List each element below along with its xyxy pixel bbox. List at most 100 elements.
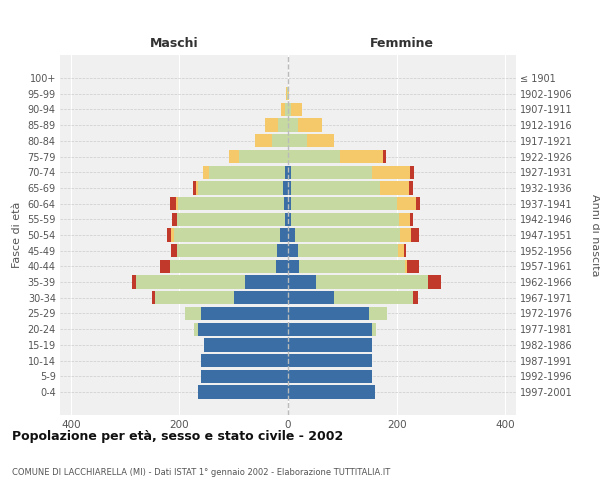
Bar: [201, 307, 288, 320]
Bar: [204, 338, 288, 351]
Bar: [288, 370, 372, 383]
Bar: [272, 134, 288, 147]
Bar: [288, 244, 298, 258]
Bar: [291, 166, 372, 179]
Bar: [199, 386, 288, 398]
Bar: [316, 276, 428, 289]
Bar: [298, 118, 322, 132]
Text: Femmine: Femmine: [370, 37, 434, 50]
Bar: [285, 103, 288, 116]
Bar: [277, 244, 288, 258]
Bar: [193, 181, 196, 194]
Bar: [201, 354, 288, 367]
Bar: [380, 181, 409, 194]
Text: COMUNE DI LACCHIARELLA (MI) - Dati ISTAT 1° gennaio 2002 - Elaborazione TUTTITAL: COMUNE DI LACCHIARELLA (MI) - Dati ISTAT…: [12, 468, 390, 477]
Bar: [281, 103, 285, 116]
Bar: [171, 228, 174, 241]
Bar: [265, 118, 278, 132]
Bar: [411, 228, 419, 241]
Bar: [172, 212, 177, 226]
Bar: [194, 322, 199, 336]
Bar: [245, 276, 288, 289]
Bar: [176, 197, 178, 210]
Bar: [177, 244, 277, 258]
Bar: [288, 134, 307, 147]
Bar: [174, 228, 280, 241]
Y-axis label: Anni di nascita: Anni di nascita: [590, 194, 600, 276]
Bar: [201, 370, 288, 383]
Bar: [160, 260, 170, 273]
Bar: [428, 276, 441, 289]
Bar: [170, 197, 176, 210]
Bar: [234, 291, 288, 304]
Bar: [288, 228, 295, 241]
Bar: [340, 150, 383, 163]
Bar: [196, 181, 199, 194]
Bar: [288, 386, 375, 398]
Bar: [291, 181, 380, 194]
Bar: [167, 228, 171, 241]
Bar: [288, 307, 370, 320]
Bar: [171, 244, 177, 258]
Bar: [307, 134, 334, 147]
Bar: [285, 212, 288, 226]
Bar: [299, 260, 405, 273]
Bar: [288, 150, 340, 163]
Bar: [199, 181, 283, 194]
Bar: [410, 166, 415, 179]
Bar: [372, 322, 376, 336]
Bar: [288, 338, 372, 351]
Bar: [398, 244, 404, 258]
Bar: [288, 181, 291, 194]
Bar: [405, 260, 407, 273]
Bar: [170, 260, 276, 273]
Bar: [291, 197, 397, 210]
Bar: [399, 212, 410, 226]
Bar: [288, 212, 291, 226]
Bar: [136, 276, 245, 289]
Bar: [209, 166, 285, 179]
Bar: [400, 228, 411, 241]
Bar: [199, 322, 288, 336]
Bar: [370, 307, 387, 320]
Bar: [288, 197, 291, 210]
Bar: [203, 166, 209, 179]
Bar: [288, 276, 316, 289]
Text: Popolazione per età, sesso e stato civile - 2002: Popolazione per età, sesso e stato civil…: [12, 430, 343, 443]
Bar: [288, 354, 372, 367]
Bar: [286, 87, 287, 101]
Bar: [288, 291, 334, 304]
Bar: [229, 150, 239, 163]
Y-axis label: Fasce di età: Fasce di età: [12, 202, 22, 268]
Bar: [397, 197, 416, 210]
Bar: [291, 103, 302, 116]
Bar: [152, 291, 155, 304]
Bar: [334, 291, 413, 304]
Bar: [404, 244, 406, 258]
Bar: [284, 197, 288, 210]
Text: Maschi: Maschi: [149, 37, 199, 50]
Bar: [409, 181, 413, 194]
Bar: [283, 181, 288, 194]
Bar: [185, 307, 201, 320]
Bar: [285, 166, 288, 179]
Bar: [291, 212, 399, 226]
Bar: [276, 260, 288, 273]
Bar: [298, 244, 398, 258]
Bar: [288, 260, 299, 273]
Bar: [155, 291, 234, 304]
Bar: [287, 87, 288, 101]
Bar: [178, 197, 284, 210]
Bar: [372, 166, 410, 179]
Bar: [295, 228, 400, 241]
Bar: [177, 212, 285, 226]
Bar: [131, 276, 136, 289]
Bar: [413, 291, 418, 304]
Bar: [256, 134, 272, 147]
Bar: [416, 197, 420, 210]
Bar: [239, 150, 288, 163]
Bar: [288, 87, 289, 101]
Bar: [288, 322, 372, 336]
Bar: [278, 118, 288, 132]
Bar: [288, 103, 291, 116]
